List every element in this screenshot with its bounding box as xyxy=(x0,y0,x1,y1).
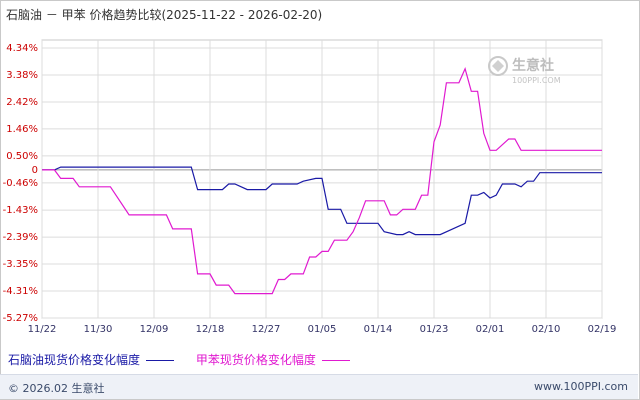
y-tick-label: -0.46% xyxy=(3,178,38,189)
footer-copyright: © 2026.02 生意社 xyxy=(8,382,105,395)
y-tick-label: -2.39% xyxy=(3,232,38,243)
x-tick-label: 01/05 xyxy=(308,324,337,335)
legend-label-naphtha: 石脑油现货价格变化幅度 xyxy=(8,353,141,367)
y-tick-label: -1.43% xyxy=(3,205,38,216)
y-tick-label: 4.34% xyxy=(6,43,38,54)
legend-swatch-toluene xyxy=(321,360,350,361)
x-tick-label: 02/01 xyxy=(476,324,505,335)
watermark-name: 生意社 xyxy=(512,57,554,74)
y-tick-label: -4.31% xyxy=(3,286,38,297)
y-tick-label: 0 xyxy=(32,165,38,176)
footer: © 2026.02 生意社 www.100PPI.com xyxy=(0,374,638,399)
grid xyxy=(41,40,603,319)
x-tick-label: 02/10 xyxy=(532,324,561,335)
x-tick-label: 01/23 xyxy=(420,324,449,335)
series-line-naphtha xyxy=(42,166,602,236)
legend-item-toluene[interactable]: 甲苯现货价格变化幅度 xyxy=(196,351,350,368)
x-tick-label: 12/27 xyxy=(252,324,281,335)
legend: 石脑油现货价格变化幅度 甲苯现货价格变化幅度 xyxy=(8,351,368,368)
y-tick-label: 0.50% xyxy=(6,151,38,162)
legend-label-toluene: 甲苯现货价格变化幅度 xyxy=(195,353,316,367)
y-tick-label: 2.42% xyxy=(6,97,38,108)
legend-swatch-naphtha xyxy=(146,360,175,361)
x-tick-label: 11/30 xyxy=(84,324,113,335)
x-axis-labels: 11/22 11/30 12/09 12/18 12/27 01/05 01/14 01/23… xyxy=(28,324,617,335)
x-tick-label: 12/09 xyxy=(140,324,169,335)
series-line-toluene xyxy=(42,67,602,295)
y-tick-label: 3.38% xyxy=(6,70,38,81)
series xyxy=(42,67,602,295)
y-tick-label: -3.35% xyxy=(3,259,38,270)
x-tick-label: 11/22 xyxy=(28,324,57,335)
watermark-logo-icon xyxy=(488,56,508,76)
y-axis-labels: 4.34% 3.38% 2.42% 1.46% 0.50% 0 -0.46% -1.43% -2… xyxy=(3,43,38,324)
watermark-url: 100PPI.COM xyxy=(512,76,561,85)
x-tick-label: 01/14 xyxy=(364,324,393,335)
legend-item-naphtha[interactable]: 石脑油现货价格变化幅度 xyxy=(8,351,175,368)
watermark: 生意社 100PPI.COM xyxy=(488,56,561,85)
chart-title: 石脑油 － 甲苯 价格趋势比较(2025-11-22 - 2026-02-20) xyxy=(6,8,323,22)
x-tick-label: 12/18 xyxy=(196,324,225,335)
x-tick-label: 02/19 xyxy=(588,324,617,335)
footer-site-link[interactable]: www.100PPI.com xyxy=(534,380,628,393)
y-tick-label: 1.46% xyxy=(6,124,38,135)
y-tick-label: -5.27% xyxy=(3,313,38,324)
